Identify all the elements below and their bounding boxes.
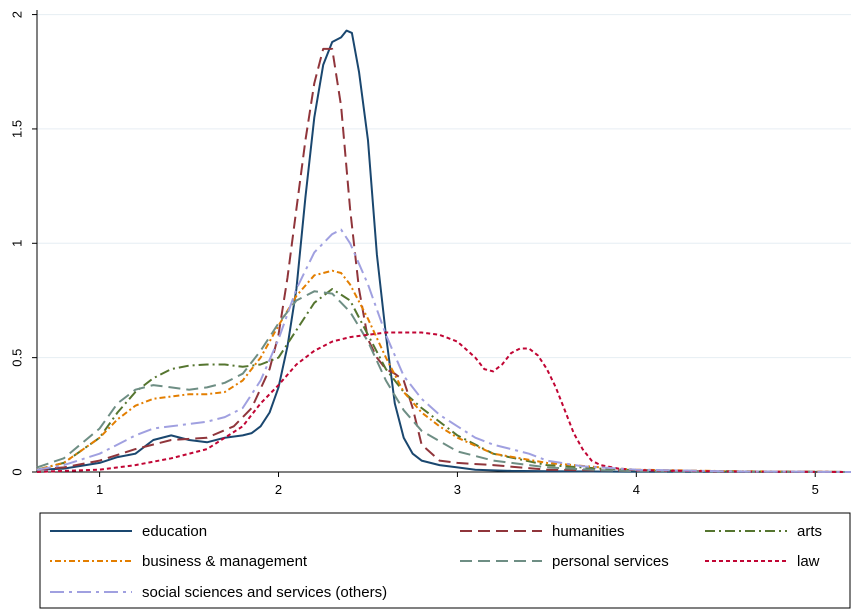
series-line-social-sciences-and-services-others- — [36, 228, 851, 473]
series-line-personal-services — [36, 290, 851, 473]
y-tick-label: 0.5 — [9, 349, 24, 367]
y-tick-label: 0 — [9, 468, 24, 475]
legend-label: personal services — [552, 553, 669, 570]
x-tick-label: 3 — [454, 482, 461, 497]
legend-label: business & management — [142, 553, 308, 570]
x-tick-label: 5 — [812, 482, 819, 497]
x-tick-label: 2 — [275, 482, 282, 497]
series-line-arts — [36, 288, 851, 473]
legend-label: social sciences and services (others) — [142, 584, 387, 601]
legend-label: humanities — [552, 523, 625, 540]
x-tick-label: 1 — [96, 482, 103, 497]
series-line-humanities — [36, 47, 851, 473]
series-lines — [36, 29, 851, 473]
y-tick-label: 1 — [9, 240, 24, 247]
x-tick-label: 4 — [633, 482, 640, 497]
series-line-law — [36, 331, 851, 473]
y-tick-label: 1.5 — [9, 120, 24, 138]
series-line-business-management — [36, 269, 851, 473]
legend-label: law — [797, 553, 820, 570]
y-tick-label: 2 — [9, 11, 24, 18]
legend: education humanities arts business & manage… — [39, 512, 851, 609]
legend-label: arts — [797, 523, 822, 540]
series-line-education — [36, 29, 851, 473]
legend-label: education — [142, 523, 207, 540]
